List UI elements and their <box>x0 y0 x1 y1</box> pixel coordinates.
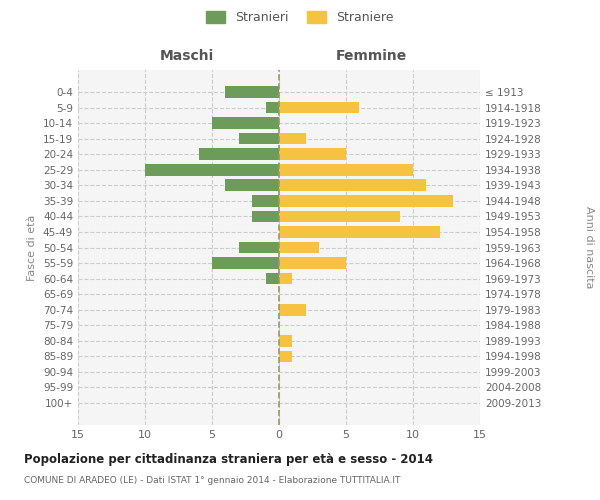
Bar <box>279 257 346 269</box>
Text: Popolazione per cittadinanza straniera per età e sesso - 2014: Popolazione per cittadinanza straniera p… <box>24 452 433 466</box>
Y-axis label: Anni di nascita: Anni di nascita <box>584 206 595 289</box>
Bar <box>279 226 440 238</box>
Bar <box>279 350 292 362</box>
Bar <box>199 148 279 160</box>
Bar <box>226 180 279 191</box>
Bar <box>266 273 279 284</box>
Bar <box>279 148 346 160</box>
Bar <box>212 117 279 129</box>
Bar <box>279 210 400 222</box>
Bar <box>279 242 319 254</box>
Bar <box>279 304 306 316</box>
Text: Femmine: Femmine <box>336 49 407 63</box>
Bar <box>266 102 279 114</box>
Bar <box>252 210 279 222</box>
Bar <box>279 273 292 284</box>
Bar <box>279 102 359 114</box>
Text: Maschi: Maschi <box>160 49 214 63</box>
Bar <box>279 195 453 206</box>
Legend: Stranieri, Straniere: Stranieri, Straniere <box>202 6 398 29</box>
Bar <box>239 133 279 144</box>
Bar <box>239 242 279 254</box>
Bar <box>226 86 279 98</box>
Bar <box>212 257 279 269</box>
Bar <box>279 164 413 175</box>
Bar <box>279 335 292 346</box>
Bar <box>279 180 427 191</box>
Y-axis label: Fasce di età: Fasce di età <box>28 214 37 280</box>
Bar <box>279 133 306 144</box>
Text: COMUNE DI ARADEO (LE) - Dati ISTAT 1° gennaio 2014 - Elaborazione TUTTITALIA.IT: COMUNE DI ARADEO (LE) - Dati ISTAT 1° ge… <box>24 476 400 485</box>
Bar <box>252 195 279 206</box>
Bar <box>145 164 279 175</box>
